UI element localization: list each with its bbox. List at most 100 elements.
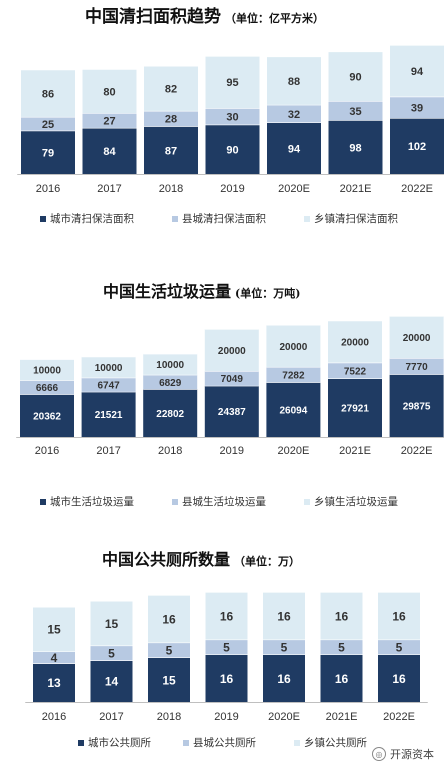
chart3-data-label-2-6: 5: [338, 641, 345, 655]
chart2-bar-3-4: [204, 329, 259, 372]
chart2-data-label-2-1: 6666: [36, 383, 59, 394]
chart2-bar-3-1: [20, 359, 74, 381]
chart3-data-label-1-4: 16: [220, 672, 234, 686]
chart1-legend-label-1: 城市清扫保洁面积: [50, 212, 134, 225]
chart1-data-label-1-1: 79: [42, 147, 54, 159]
chart2-data-label-1-5: 26094: [279, 405, 307, 416]
chart1-data-label-2-1: 25: [42, 119, 54, 131]
chart2-x-tick-2: 2017: [96, 445, 120, 457]
chart3-bar-1-6: [320, 654, 363, 702]
chart1-data-label-2-3: 28: [165, 114, 177, 126]
chart3-data-label-2-4: 5: [223, 641, 230, 655]
chart3-legend-label-2: 县城公共厕所: [193, 737, 256, 749]
chart1-data-label-3-4: 95: [226, 77, 238, 89]
chart3-bar-3-7: [378, 592, 420, 640]
chart3-x-tick-4: 2019: [214, 711, 238, 723]
chart2-bar-3-6: [328, 320, 382, 363]
chart2-legend-label-3: 乡镇生活垃圾运量: [314, 495, 398, 508]
watermark: ◎ 开源资本: [372, 746, 434, 762]
chart3-legend-swatch-1: [78, 740, 84, 746]
chart2-data-label-1-4: 24387: [218, 407, 246, 418]
chart2-bar-2-7: [389, 357, 444, 375]
chart2-data-label-3-1: 10000: [33, 366, 61, 377]
chart3-bar-3-5: [263, 592, 305, 640]
chart2-bar-1-6: [328, 378, 382, 437]
chart1-unit: （单位：亿平方米）: [225, 11, 324, 25]
chart1-bar-1-2: [82, 127, 137, 174]
chart1-bar-3-7: [390, 45, 444, 97]
chart3-data-label-2-1: 4: [51, 651, 58, 665]
chart2-data-label-1-6: 27921: [341, 403, 369, 414]
chart2-data-label-3-4: 20000: [218, 346, 246, 357]
chart2-bar-1-5: [266, 382, 321, 437]
chart2-x-tick-6: 2021E: [339, 445, 371, 457]
chart2-legend-swatch-2: [172, 499, 178, 505]
chart1-data-label-3-1: 86: [42, 88, 54, 100]
chart2-legend-swatch-3: [304, 499, 310, 505]
wechat-logo-icon: ◎: [372, 747, 386, 761]
chart1-data-label-1-5: 94: [288, 143, 301, 155]
chart2-data-label-3-5: 20000: [279, 342, 307, 353]
chart1-data-label-3-6: 90: [349, 71, 361, 83]
chart2-bar-1-3: [143, 389, 198, 437]
chart2-data-label-3-7: 20000: [403, 333, 431, 344]
chart1-data-label-3-3: 82: [165, 84, 177, 96]
chart3-data-label-1-2: 14: [105, 675, 119, 689]
chart2-data-label-2-7: 7770: [405, 362, 428, 373]
chart3-bar-1-5: [263, 654, 305, 702]
chart2-bar-3-5: [266, 324, 321, 367]
chart3-data-label-1-6: 16: [335, 672, 349, 686]
chart2-bar-2-4: [204, 371, 259, 386]
chart1-x-tick-4: 2019: [220, 183, 244, 195]
chart3-data-label-3-6: 16: [335, 609, 349, 623]
chart3-bar-1-7: [378, 654, 420, 702]
chart1-bar-1-7: [390, 118, 444, 174]
chart2-data-label-2-2: 6747: [97, 381, 120, 392]
chart3-data-label-2-3: 5: [166, 644, 173, 658]
chart2-data-label-2-5: 7282: [282, 370, 305, 381]
chart3-data-label-3-3: 16: [162, 612, 176, 626]
chart1-x-tick-6: 2021E: [340, 183, 372, 195]
chart2-bar-2-1: [20, 380, 74, 395]
chart2-data-label-2-4: 7049: [221, 374, 244, 385]
chart1-legend-swatch-1: [40, 216, 46, 222]
chart2-data-label-2-6: 7522: [344, 366, 367, 377]
chart2-data-label-3-6: 20000: [341, 337, 369, 348]
chart1-x-tick-2: 2017: [97, 183, 121, 195]
chart1-bar-1-6: [328, 120, 383, 174]
chart2-bar-3-2: [81, 356, 136, 378]
chart3-bar-2-6: [320, 639, 363, 655]
chart1-data-label-2-6: 35: [349, 106, 361, 118]
chart3-bar-2-3: [148, 642, 190, 658]
chart2-bar-1-1: [20, 394, 74, 437]
chart3-x-tick-1: 2016: [42, 711, 66, 723]
chart1-x-tick-7: 2022E: [401, 183, 433, 195]
chart3-data-label-3-1: 15: [47, 623, 61, 637]
chart1-bar-2-3: [144, 110, 198, 127]
chart3-bar-3-1: [33, 606, 75, 652]
chart1-legend-label-2: 县城清扫保洁面积: [182, 212, 266, 225]
chart3-data-label-1-1: 13: [47, 676, 61, 690]
chart2-data-label-3-2: 10000: [95, 363, 123, 374]
chart2-bar-1-2: [81, 391, 136, 437]
chart2-bar-2-6: [328, 362, 382, 379]
chart1-data-label-2-2: 27: [103, 116, 115, 128]
chart1-data-label-3-7: 94: [411, 66, 424, 78]
chart2-legend-swatch-1: [40, 499, 46, 505]
chart3-legend-label-1: 城市公共厕所: [88, 736, 151, 749]
chart2-x-tick-3: 2018: [158, 445, 182, 457]
chart1-bar-1-5: [267, 122, 321, 174]
chart1-bar-3-5: [267, 56, 321, 105]
chart1-data-label-2-4: 30: [226, 112, 238, 124]
chart3-bar-2-1: [33, 651, 75, 664]
chart2-data-label-3-3: 10000: [156, 360, 184, 371]
chart1-legend-swatch-2: [172, 216, 178, 222]
chart1-bar-3-4: [205, 55, 260, 109]
chart1-data-label-1-3: 87: [165, 145, 177, 157]
chart3-x-tick-3: 2018: [157, 711, 181, 723]
chart3-bar-3-4: [205, 592, 248, 640]
chart2-data-label-1-7: 29875: [403, 401, 431, 412]
chart3-x-tick-5: 2020E: [268, 711, 300, 723]
chart3-legend-label-3: 乡镇公共厕所: [304, 736, 367, 749]
chart3-data-label-3-7: 16: [392, 609, 406, 623]
